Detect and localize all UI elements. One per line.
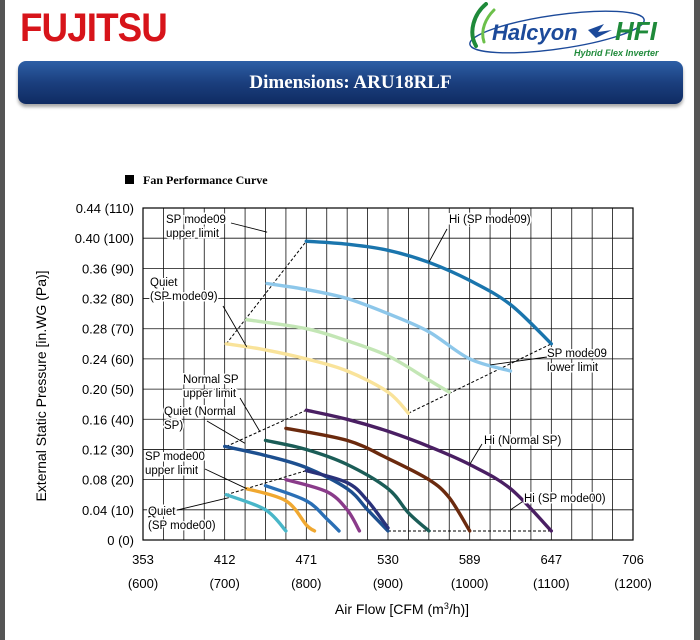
x-tick-label: 589 xyxy=(459,552,481,567)
x-tick-sublabel: (800) xyxy=(291,576,321,591)
annotation-label: SP mode09 lower limit xyxy=(547,348,607,374)
page-edge-left xyxy=(0,0,5,640)
chart-title: Fan Performance Curve xyxy=(143,173,268,187)
fan-curve xyxy=(245,318,451,394)
fan-curve xyxy=(304,408,553,533)
y-tick-label: 0.04 (10) xyxy=(82,503,134,518)
annotation-leader xyxy=(490,356,548,366)
limit-line xyxy=(225,240,307,345)
fan-curve xyxy=(265,281,513,373)
y-tick-label: 0 (0) xyxy=(107,533,134,548)
limit-line xyxy=(226,470,307,496)
x-tick-label: 530 xyxy=(377,552,399,567)
y-tick-label: 0.16 (40) xyxy=(82,412,134,427)
page-edge-right xyxy=(694,0,700,640)
x-tick-sublabel: (900) xyxy=(373,576,403,591)
y-tick-label: 0.36 (90) xyxy=(82,261,134,276)
limit-line xyxy=(408,343,552,414)
page-title: Dimensions: ARU18RLF xyxy=(249,71,452,93)
x-tick-label: 412 xyxy=(214,552,236,567)
annotation-label: SP mode00 upper limit xyxy=(145,451,205,477)
fan-curve xyxy=(304,468,390,530)
annotation-leader xyxy=(147,497,229,518)
x-tick-label: 706 xyxy=(622,552,644,567)
halcyon-hfi-logo: Halcyon HFI Hybrid Flex Inverter xyxy=(469,2,659,58)
annotation-leader xyxy=(204,468,247,490)
y-tick-label: 0.20 (50) xyxy=(82,382,134,397)
y-tick-label: 0.08 (20) xyxy=(82,473,134,488)
hfi-wordmark: HFI xyxy=(615,16,658,46)
x-tick-sublabel: (1100) xyxy=(533,576,570,591)
x-tick-label: 647 xyxy=(540,552,562,567)
annotation-label: Quiet (SP mode09) xyxy=(150,277,218,303)
y-tick-label: 0.40 (100) xyxy=(75,231,134,246)
title-bullet xyxy=(125,175,134,184)
annotation-leader xyxy=(206,420,246,444)
annotation-leader xyxy=(230,222,268,233)
fan-curve xyxy=(284,426,472,533)
annotation-leader xyxy=(428,228,448,263)
fujitsu-logo: FUJITSU xyxy=(20,6,168,50)
y-tick-label: 0.44 (110) xyxy=(76,201,134,216)
x-tick-sublabel: (1000) xyxy=(451,576,489,591)
annotation-label: SP mode09 upper limit xyxy=(166,214,226,240)
annotation-label: Hi (SP mode00) xyxy=(524,493,606,505)
x-tick-label: 353 xyxy=(132,552,154,567)
annotation-label: Hi (Normal SP) xyxy=(484,435,561,447)
annotation-leader xyxy=(469,443,483,465)
fan-curve xyxy=(245,487,317,533)
halcyon-wordmark: Halcyon xyxy=(492,20,578,45)
x-tick-sublabel: (1200) xyxy=(614,576,652,591)
x-tick-label: 471 xyxy=(295,552,317,567)
hfi-tagline: Hybrid Flex Inverter xyxy=(574,48,659,58)
fan-curve xyxy=(224,342,411,415)
y-tick-label: 0.32 (80) xyxy=(82,292,134,307)
annotation-label: Quiet (Normal SP) xyxy=(164,406,236,432)
fan-curve xyxy=(263,484,341,533)
y-tick-label: 0.28 (70) xyxy=(82,322,134,337)
y-axis-label: External Static Pressure [in.WG (Pa)] xyxy=(33,270,49,501)
annotation-label: Normal SP upper limit xyxy=(183,374,239,400)
annotation-label: Quiet (SP mode00) xyxy=(148,506,216,532)
annotation-leader xyxy=(239,397,261,432)
annotation-leader xyxy=(222,305,248,348)
x-tick-sublabel: (700) xyxy=(209,576,239,591)
plot-frame xyxy=(142,207,634,541)
fan-curve xyxy=(284,477,362,533)
fan-curve xyxy=(224,493,288,533)
fan-curve xyxy=(263,438,431,533)
x-tick-sublabel: (600) xyxy=(128,576,158,591)
title-bar: Dimensions: ARU18RLF xyxy=(18,61,683,104)
x-axis-label: Air Flow [CFM (m3/h)] xyxy=(335,601,469,617)
annotation-label: Hi (SP mode09) xyxy=(449,214,531,226)
annotation-leader xyxy=(510,501,523,511)
y-tick-label: 0.12 (30) xyxy=(82,442,134,457)
y-tick-label: 0.24 (60) xyxy=(82,352,134,367)
